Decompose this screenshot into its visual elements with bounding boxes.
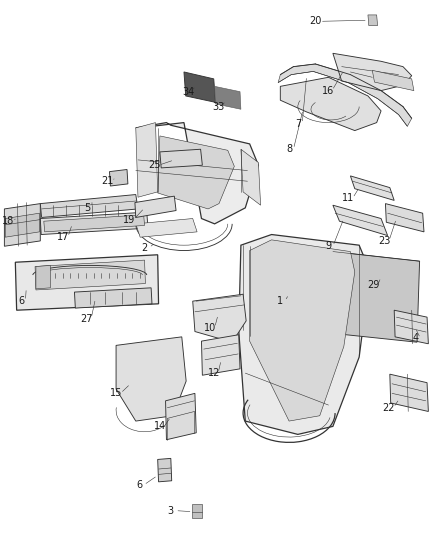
Polygon shape bbox=[136, 219, 197, 237]
Polygon shape bbox=[40, 212, 148, 235]
Polygon shape bbox=[394, 310, 428, 344]
Polygon shape bbox=[390, 374, 428, 411]
Polygon shape bbox=[136, 123, 258, 224]
Polygon shape bbox=[372, 70, 414, 91]
Text: 4: 4 bbox=[413, 334, 419, 343]
Text: 15: 15 bbox=[110, 389, 122, 398]
Text: 8: 8 bbox=[286, 144, 292, 154]
Polygon shape bbox=[4, 204, 40, 246]
Polygon shape bbox=[368, 15, 378, 26]
Text: 10: 10 bbox=[204, 323, 216, 333]
Polygon shape bbox=[331, 252, 420, 342]
Text: 7: 7 bbox=[295, 119, 301, 128]
Polygon shape bbox=[36, 265, 50, 289]
Text: 34: 34 bbox=[182, 87, 194, 96]
Text: 21: 21 bbox=[101, 176, 113, 186]
Polygon shape bbox=[250, 240, 355, 421]
Polygon shape bbox=[74, 288, 152, 308]
Text: 14: 14 bbox=[154, 422, 166, 431]
Polygon shape bbox=[166, 393, 196, 440]
Polygon shape bbox=[35, 260, 145, 290]
Polygon shape bbox=[158, 458, 172, 482]
Text: 5: 5 bbox=[85, 203, 91, 213]
Polygon shape bbox=[116, 337, 186, 421]
Polygon shape bbox=[15, 255, 159, 310]
Polygon shape bbox=[40, 195, 138, 217]
Polygon shape bbox=[350, 176, 394, 200]
Polygon shape bbox=[215, 86, 241, 109]
Polygon shape bbox=[136, 123, 158, 197]
Text: 20: 20 bbox=[309, 17, 321, 26]
Polygon shape bbox=[192, 504, 202, 518]
Polygon shape bbox=[201, 335, 240, 375]
Text: 6: 6 bbox=[18, 296, 24, 306]
Text: 23: 23 bbox=[378, 236, 391, 246]
Polygon shape bbox=[135, 196, 176, 217]
Polygon shape bbox=[278, 64, 412, 126]
Text: 22: 22 bbox=[383, 403, 395, 413]
Polygon shape bbox=[160, 149, 202, 168]
Polygon shape bbox=[333, 205, 388, 236]
Polygon shape bbox=[44, 215, 145, 232]
Polygon shape bbox=[193, 294, 246, 342]
Text: 29: 29 bbox=[367, 280, 379, 290]
Text: 3: 3 bbox=[168, 506, 174, 515]
Text: 1: 1 bbox=[277, 296, 283, 306]
Polygon shape bbox=[280, 77, 381, 131]
Text: 17: 17 bbox=[57, 232, 70, 242]
Polygon shape bbox=[184, 72, 215, 102]
Text: 33: 33 bbox=[212, 102, 224, 111]
Text: 9: 9 bbox=[325, 241, 332, 251]
Polygon shape bbox=[241, 149, 261, 205]
Text: 6: 6 bbox=[136, 480, 142, 490]
Polygon shape bbox=[5, 213, 39, 237]
Text: 2: 2 bbox=[141, 243, 148, 253]
Polygon shape bbox=[158, 136, 234, 209]
Polygon shape bbox=[239, 235, 370, 434]
Text: 27: 27 bbox=[81, 314, 93, 324]
Text: 12: 12 bbox=[208, 368, 220, 378]
Text: 16: 16 bbox=[321, 86, 334, 95]
Polygon shape bbox=[333, 53, 412, 91]
Text: 11: 11 bbox=[342, 193, 354, 203]
Text: 18: 18 bbox=[2, 216, 14, 226]
Text: 25: 25 bbox=[148, 160, 160, 170]
Polygon shape bbox=[385, 204, 424, 232]
Polygon shape bbox=[110, 169, 128, 186]
Text: 19: 19 bbox=[123, 215, 135, 224]
